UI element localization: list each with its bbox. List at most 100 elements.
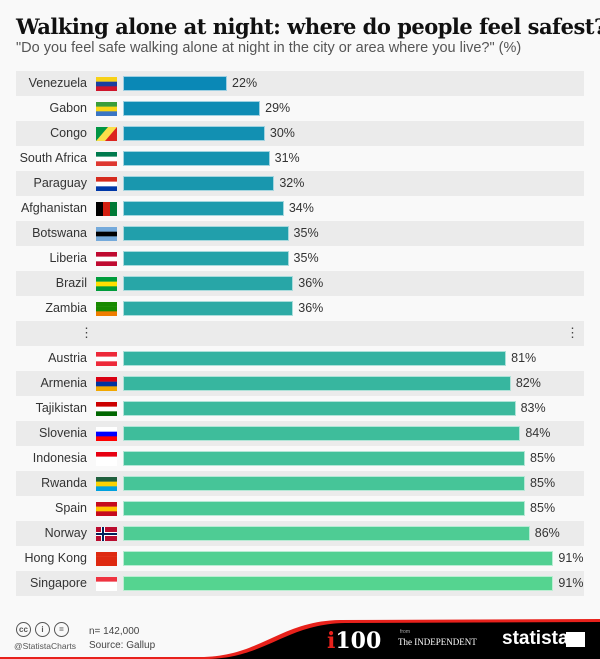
bar-row: Zambia 36% [16, 296, 584, 321]
footer-banner [0, 619, 600, 659]
category-label: Norway [44, 526, 87, 540]
bar [123, 251, 289, 266]
category-label: Armenia [40, 376, 87, 390]
bar [123, 476, 526, 491]
value-label: 91% [558, 551, 584, 565]
bar [123, 276, 294, 291]
bar-row: Singapore 91% [16, 571, 584, 596]
value-label: 83% [520, 401, 546, 415]
chart-title: Walking alone at night: where do people … [16, 14, 600, 39]
value-label: 32% [279, 176, 305, 190]
flag-icon [96, 477, 117, 491]
statista-logo-icon [566, 632, 585, 647]
category-label: Brazil [55, 276, 87, 290]
value-label: 84% [525, 426, 551, 440]
cc-icon: cc [16, 622, 31, 637]
value-label: 34% [288, 201, 314, 215]
statista-logo: statista [502, 628, 569, 649]
from-label: from [400, 629, 410, 635]
bar-row: South Africa 31% [16, 146, 584, 171]
bar-row: Liberia 35% [16, 246, 584, 271]
source: Source: Gallup [89, 640, 156, 651]
category-label: Botswana [32, 226, 87, 240]
ellipsis-right: ⋮ [566, 325, 579, 340]
value-label: 81% [511, 351, 537, 365]
flag-icon [96, 452, 117, 466]
flag-icon [96, 127, 117, 141]
bar [123, 101, 261, 116]
flag-icon [96, 352, 117, 366]
value-label: 31% [274, 151, 300, 165]
bar-row: Slovenia 84% [16, 421, 584, 446]
category-label: Austria [48, 351, 87, 365]
value-label: 85% [530, 451, 556, 465]
bar [123, 576, 554, 591]
ellipsis-row: ⋮ ⋮ [16, 321, 584, 346]
value-label: 91% [558, 576, 584, 590]
bar-row: Venezuela 22% [16, 71, 584, 96]
bar [123, 401, 516, 416]
bar [123, 451, 526, 466]
value-label: 36% [298, 276, 324, 290]
bar-row: Afghanistan 34% [16, 196, 584, 221]
bar [123, 126, 265, 141]
value-label: 35% [293, 251, 319, 265]
chart-subtitle: "Do you feel safe walking alone at night… [16, 40, 522, 56]
flag-icon [96, 77, 117, 91]
sample-size: n= 142,000 [89, 626, 140, 637]
flag-icon [96, 502, 117, 516]
category-label: Zambia [45, 301, 87, 315]
bar [123, 151, 270, 166]
i100-logo: ii100100 [327, 628, 382, 654]
category-label: Tajikistan [35, 401, 87, 415]
creative-commons-icons: cc i = [16, 622, 69, 637]
bar [123, 376, 511, 391]
bar-chart: Venezuela 22% Gabon 29% Congo 30% South Africa… [16, 71, 584, 596]
flag-icon [96, 177, 117, 191]
flag-icon [96, 377, 117, 391]
category-label: Singapore [30, 576, 87, 590]
bar-row: Rwanda 85% [16, 471, 584, 496]
category-label: South Africa [19, 151, 87, 165]
value-label: 22% [232, 76, 258, 90]
ellipsis-left: ⋮ [80, 325, 93, 340]
twitter-handle[interactable]: @StatistaCharts [14, 641, 77, 651]
category-label: Indonesia [32, 451, 87, 465]
value-label: 82% [515, 376, 541, 390]
bar [123, 526, 530, 541]
bar [123, 426, 521, 441]
bar-row: Tajikistan 83% [16, 396, 584, 421]
category-label: Liberia [49, 251, 87, 265]
bar-row: Brazil 36% [16, 271, 584, 296]
no-derivatives-icon: = [54, 622, 69, 637]
category-label: Hong Kong [24, 551, 87, 565]
flag-icon [96, 427, 117, 441]
independent-logo: The INDEPENDENT [398, 637, 477, 647]
attribution-icon: i [35, 622, 50, 637]
bar-row: Paraguay 32% [16, 171, 584, 196]
bar-row: Gabon 29% [16, 96, 584, 121]
flag-icon [96, 252, 117, 266]
bar-row: Botswana 35% [16, 221, 584, 246]
category-label: Gabon [49, 101, 87, 115]
category-label: Congo [50, 126, 87, 140]
bar-row: Hong Kong 91% [16, 546, 584, 571]
bar [123, 76, 228, 91]
bar [123, 351, 507, 366]
flag-icon [96, 202, 117, 216]
category-label: Slovenia [39, 426, 87, 440]
value-label: 36% [298, 301, 324, 315]
bar [123, 176, 275, 191]
flag-icon [96, 277, 117, 291]
flag-icon [96, 152, 117, 166]
bar [123, 301, 294, 316]
bar-row: Norway 86% [16, 521, 584, 546]
bar [123, 226, 289, 241]
bar-row: Armenia 82% [16, 371, 584, 396]
category-label: Rwanda [41, 476, 87, 490]
bar-row: Spain 85% [16, 496, 584, 521]
value-label: 85% [530, 476, 556, 490]
flag-icon [96, 527, 117, 541]
category-label: Spain [55, 501, 87, 515]
bar [123, 551, 554, 566]
